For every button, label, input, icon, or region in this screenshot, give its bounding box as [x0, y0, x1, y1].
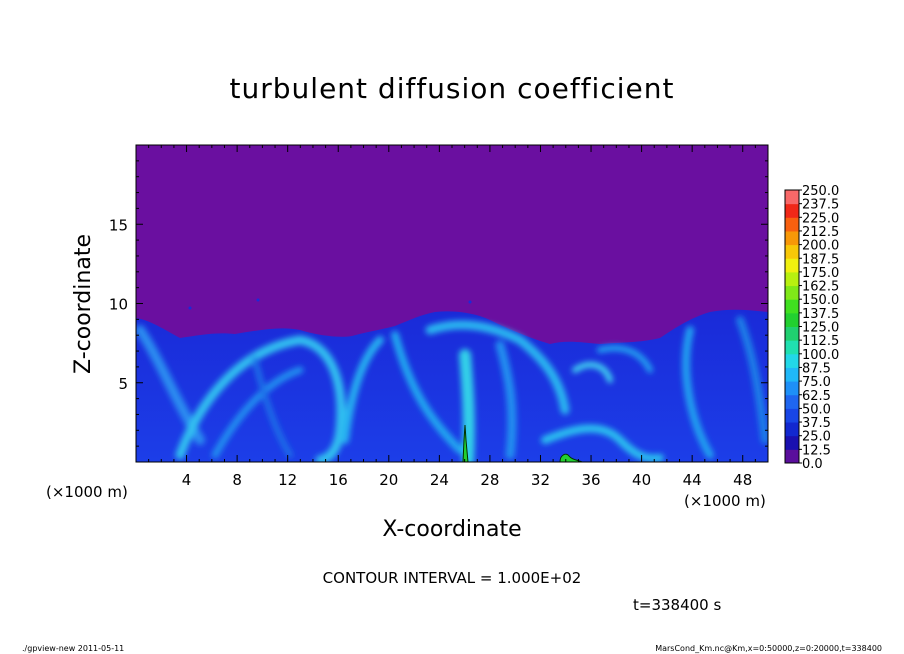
colorbar-label: 125.0 — [802, 321, 839, 336]
colorbar-label: 162.5 — [802, 280, 839, 295]
x-tick-label: 16 — [329, 471, 348, 489]
colorbar-label: 12.5 — [802, 443, 831, 458]
colorbar-label: 212.5 — [802, 225, 839, 240]
colorbar-swatch — [785, 217, 799, 232]
colorbar-swatch — [785, 258, 799, 273]
footer-right: MarsCond_Km.nc@Km,x=0:50000,z=0:20000,t=… — [655, 644, 882, 653]
colorbar-swatch — [785, 422, 799, 437]
colorbar-swatch — [785, 190, 799, 205]
colorbar-label: 0.0 — [802, 457, 823, 472]
x-axis-title: X-coordinate — [382, 517, 521, 542]
colorbar-label: 225.0 — [802, 211, 839, 226]
x-tick-label: 4 — [182, 471, 192, 489]
y-tick-label: 15 — [109, 216, 128, 234]
colorbar-swatch — [785, 230, 799, 246]
colorbar-swatch — [785, 244, 799, 259]
colorbar-label: 50.0 — [802, 402, 831, 417]
footer-left: ./gpview-new 2011-05-11 — [22, 644, 124, 653]
y-tick-label: 5 — [118, 375, 128, 393]
colorbar-label: 100.0 — [802, 348, 839, 363]
colorbar-swatch — [785, 312, 799, 327]
colorbar-swatch — [785, 449, 799, 464]
y-axis-title: Z-coordinate — [71, 234, 96, 374]
colorbar-label: 237.5 — [802, 198, 839, 213]
y-axis: 5 10 15 — [109, 160, 768, 447]
x-tick-label: 44 — [683, 471, 702, 489]
colorbar-swatch — [785, 340, 799, 355]
x-tick-label: 12 — [278, 471, 297, 489]
colorbar-swatch — [785, 381, 799, 396]
colorbar-swatch — [785, 285, 799, 300]
colorbar-label: 187.5 — [802, 252, 839, 267]
colorbar-label: 150.0 — [802, 293, 839, 308]
x-tick-label: 8 — [232, 471, 242, 489]
chart-title: turbulent diffusion coefficient — [229, 72, 675, 105]
colorbar-swatch — [785, 353, 799, 368]
x-unit-left: (×1000 m) — [46, 483, 128, 501]
colorbar-label: 25.0 — [802, 430, 831, 445]
x-tick-label: 40 — [632, 471, 651, 489]
colorbar-label: 250.0 — [802, 184, 839, 199]
x-tick-label: 48 — [733, 471, 752, 489]
colorbar-swatch — [785, 394, 799, 409]
colorbar-label: 87.5 — [802, 361, 831, 376]
colorbar-swatch — [785, 435, 799, 450]
time-text: t=338400 s — [633, 596, 721, 614]
colorbar-swatch — [785, 408, 799, 423]
colorbar-swatch — [785, 203, 799, 218]
colorbar-swatch — [785, 299, 799, 314]
colorbar-swatch — [785, 326, 799, 341]
x-unit-right: (×1000 m) — [684, 492, 766, 510]
contour-line-peak-1 — [462, 424, 469, 462]
x-tick-label: 20 — [379, 471, 398, 489]
x-tick-label: 24 — [430, 471, 449, 489]
colorbar-label: 200.0 — [802, 239, 839, 254]
plot-area — [135, 144, 769, 463]
colorbar-label: 37.5 — [802, 416, 831, 431]
contour-interval-text: CONTOUR INTERVAL = 1.000E+02 — [323, 569, 582, 587]
x-tick-label: 32 — [531, 471, 550, 489]
colorbar-label: 137.5 — [802, 307, 839, 322]
colorbar-label: 75.0 — [802, 375, 831, 390]
colorbar-swatch — [785, 271, 799, 287]
x-tick-label: 36 — [581, 471, 600, 489]
turbulent-field — [136, 298, 768, 462]
x-tick-label: 28 — [480, 471, 499, 489]
y-tick-label: 10 — [109, 296, 128, 314]
colorbar-label: 112.5 — [802, 334, 839, 349]
colorbar-swatch — [785, 367, 799, 382]
colorbar: 0.012.525.037.550.062.575.087.5100.0112.… — [784, 184, 839, 472]
colorbar-label: 175.0 — [802, 266, 839, 281]
x-axis: 4 8 12 16 20 24 28 32 36 40 44 48 — [148, 145, 756, 489]
colorbar-label: 62.5 — [802, 389, 831, 404]
